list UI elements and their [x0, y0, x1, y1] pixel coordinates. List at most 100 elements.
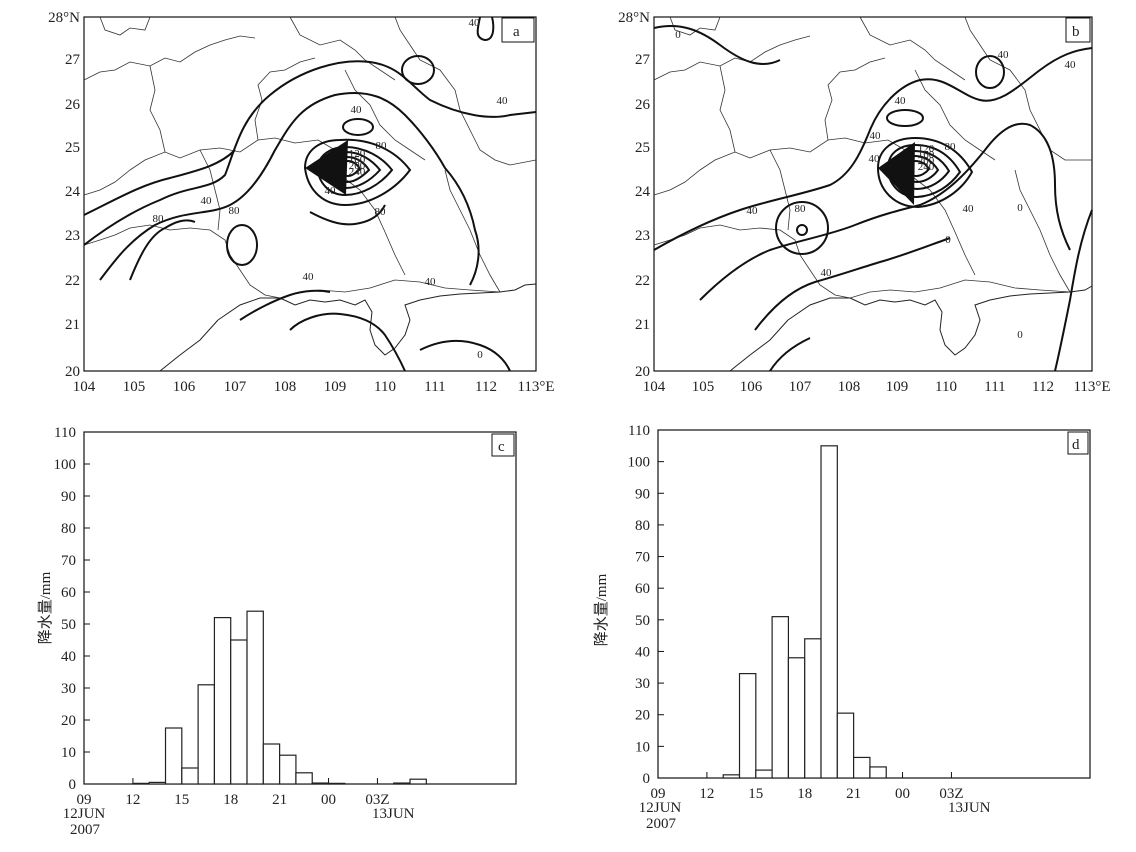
x-axis: 09 12 15 18 21 00 03Z [77, 778, 390, 808]
coastline [159, 283, 537, 372]
y-axis: 0 10 20 30 40 50 60 70 80 90 100 110 [628, 423, 664, 787]
contour-label: 40 [998, 49, 1010, 61]
bar [804, 638, 822, 779]
lat-tick-label: 28°N [618, 10, 650, 26]
contour-label: 200 [918, 155, 935, 167]
bar [869, 766, 887, 779]
lon-tick-label: 106 [173, 379, 196, 395]
lon-tick-label: 105 [123, 379, 146, 395]
panel-label-box [1065, 17, 1091, 43]
lon-tick-label: 112 [1032, 379, 1054, 395]
lon-tick-label: 107 [224, 379, 247, 395]
lat-tick-label: 22 [65, 273, 80, 289]
lon-tick-label: 112 [475, 379, 497, 395]
y-tick-label: 100 [54, 457, 77, 473]
panel-label-box [1067, 431, 1089, 455]
contour-label: 240 [918, 161, 935, 173]
bar [164, 727, 183, 785]
bar [197, 684, 216, 785]
lat-axis: 28°N 27 26 25 24 23 22 21 20 [618, 10, 650, 380]
bar [132, 782, 150, 785]
contour-label: 40 [497, 95, 509, 107]
y-axis: 0 10 20 30 40 50 60 70 80 90 100 110 [54, 425, 90, 793]
bar [755, 769, 773, 779]
contour-label: 40 [201, 195, 213, 207]
bar-chart-c: 0 10 20 30 40 50 60 70 80 90 100 110 09 12 15 18 21 00 03… [37, 425, 517, 838]
lon-tick-label: 105 [692, 379, 715, 395]
bar [295, 772, 313, 785]
y-tick-label: 0 [69, 777, 77, 793]
chart-frame [657, 429, 1091, 779]
x-tick-label: 09 [651, 786, 666, 802]
contour-label: 120 [349, 148, 366, 160]
bar [279, 754, 297, 785]
bar [853, 756, 871, 779]
lon-axis: 104 105 106 107 108 109 110 111 112 113°… [73, 379, 555, 395]
y-tick-label: 100 [628, 455, 651, 471]
panel-label: c [498, 439, 505, 455]
map-panel-b: 0 40 40 40 40 40 80 120 160 200 240 40 4… [618, 10, 1110, 395]
y-tick-label: 70 [635, 550, 650, 566]
bar-chart-d: 0 10 20 30 40 50 60 70 80 90 100 110 09 12 15 18 21 00 03… [593, 423, 1091, 832]
province-borders [83, 16, 537, 299]
contour-label: 40 [895, 95, 907, 107]
contour-label: 40 [870, 130, 882, 142]
contour-label: 160 [349, 154, 366, 166]
lon-tick-label: 111 [984, 379, 1005, 395]
bars [722, 445, 887, 779]
lon-tick-label: 113°E [517, 379, 554, 395]
lat-tick-label: 20 [65, 364, 80, 380]
bar [836, 712, 855, 779]
bar [771, 616, 790, 779]
x-tick-label: 00 [895, 786, 910, 802]
contour-label: 40 [351, 104, 363, 116]
coastline [729, 285, 1093, 372]
y-tick-label: 50 [61, 617, 76, 633]
y-tick-label: 20 [61, 713, 76, 729]
lat-tick-label: 27 [635, 52, 651, 68]
x-axis: 09 12 15 18 21 00 03Z [651, 772, 964, 802]
lon-tick-label: 110 [374, 379, 396, 395]
lat-axis: 28°N 27 26 25 24 23 22 21 20 [48, 10, 80, 380]
lon-tick-label: 111 [424, 379, 445, 395]
lat-tick-label: 26 [65, 97, 81, 113]
precip-contours [653, 24, 1093, 372]
contour-label: 0 [1017, 202, 1023, 214]
x-tick-label: 18 [223, 792, 238, 808]
lat-tick-label: 24 [635, 184, 651, 200]
y-tick-label: 90 [61, 489, 76, 505]
bar [311, 782, 330, 785]
map-frame [653, 16, 1093, 372]
date-label-mid-day: 13JUN [948, 800, 991, 816]
lat-tick-label: 23 [635, 228, 650, 244]
date-label-start-day: 12JUN [63, 806, 106, 822]
lon-tick-label: 109 [886, 379, 909, 395]
contour-label: 40 [425, 276, 437, 288]
lon-axis: 104 105 106 107 108 109 110 111 112 113°… [643, 379, 1111, 395]
y-tick-label: 50 [635, 613, 650, 629]
lon-tick-label: 108 [838, 379, 861, 395]
chart-frame [83, 431, 517, 785]
bar [787, 657, 806, 779]
lon-tick-label: 104 [643, 379, 666, 395]
contour-label: 40 [963, 203, 975, 215]
contour-label: 0 [945, 234, 951, 246]
bar [213, 616, 232, 785]
lon-tick-label: 104 [73, 379, 96, 395]
date-label-start-year: 2007 [646, 816, 677, 832]
date-label-start-day: 12JUN [639, 800, 682, 816]
lat-tick-label: 27 [65, 52, 81, 68]
y-axis-label: 降水量/mm [37, 571, 54, 644]
bar [181, 767, 199, 785]
bar [820, 445, 838, 779]
panel-label: b [1072, 24, 1080, 40]
contour-label: 80 [375, 206, 387, 218]
lat-tick-label: 26 [635, 97, 651, 113]
lon-tick-label: 108 [274, 379, 297, 395]
date-label-mid-day: 13JUN [372, 806, 415, 822]
contour-label: 40 [869, 153, 881, 165]
contour-label: 40 [325, 185, 337, 197]
bar [393, 782, 411, 785]
y-tick-label: 110 [628, 423, 650, 439]
lat-tick-label: 21 [65, 317, 80, 333]
